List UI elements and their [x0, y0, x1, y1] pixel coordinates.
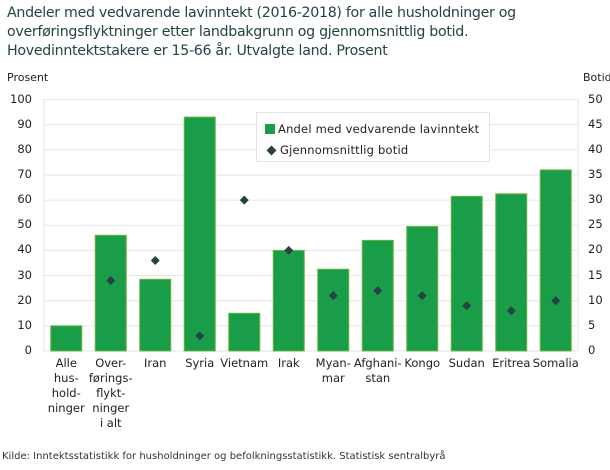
right-tick-label: 5: [588, 317, 596, 332]
bar-swatch-icon: [265, 124, 275, 134]
left-tick-label: 70: [17, 166, 32, 181]
x-tick-label: Irak: [277, 356, 300, 370]
bar: [495, 193, 528, 352]
diamond-marker: [195, 331, 205, 341]
left-tick-label: 10: [17, 317, 32, 332]
diamond-marker: [284, 245, 294, 255]
left-tick-label: 30: [17, 267, 32, 282]
diamond-marker-icon: [266, 145, 277, 155]
left-axis-title: Prosent: [7, 71, 49, 84]
diamond-marker: [417, 291, 427, 301]
left-tick-label: 0: [24, 343, 32, 357]
x-tick-label: Afghani- stan: [353, 356, 402, 385]
x-tick-label: Sudan: [448, 356, 485, 370]
diamond-marker: [551, 296, 561, 306]
x-tick-label: Kongo: [404, 356, 441, 370]
left-tick-label: 60: [17, 192, 32, 207]
x-tick-label: Syria: [185, 356, 215, 370]
bar: [406, 226, 439, 352]
left-tick-label: 90: [17, 116, 32, 131]
right-tick-label: 35: [588, 166, 603, 181]
x-tick-label: Eritrea: [492, 356, 531, 370]
x-tick-label: Somalia: [532, 356, 579, 370]
bar: [183, 116, 216, 352]
right-tick-label: 40: [588, 141, 603, 156]
legend-item-bar[interactable]: Andel med vedvarende lavinntekt: [265, 122, 479, 136]
right-axis-title: Botid: [583, 71, 610, 84]
legend-item-marker[interactable]: Gjennomsnittlig botid: [265, 143, 408, 157]
bar: [139, 278, 172, 352]
x-tick-label: Iran: [144, 356, 167, 370]
left-tick-label: 100: [10, 91, 32, 106]
legend-marker-label: Gjennomsnittlig botid: [280, 143, 409, 157]
diamond-marker: [150, 255, 160, 265]
bar: [317, 268, 350, 352]
right-tick-label: 15: [588, 267, 603, 282]
right-tick-label: 45: [588, 116, 603, 131]
chart-title: Andeler med vedvarende lavinntekt (2016-…: [7, 5, 516, 59]
x-tick-label: Myan- mar: [315, 356, 351, 385]
right-tick-label: 50: [588, 91, 603, 106]
diamond-marker: [239, 195, 249, 205]
diamond-marker: [373, 286, 383, 296]
right-tick-label: 20: [588, 242, 603, 257]
bar: [228, 312, 261, 352]
right-tick-label: 25: [588, 217, 603, 232]
left-tick-label: 40: [17, 242, 32, 257]
bar: [539, 169, 572, 352]
diamond-marker: [506, 306, 516, 316]
left-tick-label: 50: [17, 217, 32, 232]
right-tick-label: 10: [588, 292, 603, 307]
x-tick-label: Vietnam: [220, 356, 269, 370]
source-note: Kilde: Inntektsstatistikk for husholdnin…: [2, 451, 446, 462]
bar: [272, 249, 305, 352]
x-tick-label: Over- førings- flykt- ninger i alt: [88, 356, 133, 430]
diamond-marker: [462, 301, 472, 311]
bar: [50, 325, 83, 352]
bar: [450, 195, 483, 352]
bar: [361, 239, 394, 352]
diamond-marker: [106, 276, 116, 286]
right-tick-label: 0: [588, 343, 596, 357]
legend-bar-label: Andel med vedvarende lavinntekt: [278, 122, 480, 136]
left-tick-label: 80: [17, 141, 32, 156]
x-tick-label: Alle hus- hold- ninger: [47, 356, 85, 415]
bar: [94, 234, 127, 352]
right-tick-label: 30: [588, 192, 603, 207]
diamond-marker: [328, 291, 338, 301]
left-tick-label: 20: [17, 292, 32, 307]
legend: Andel med vedvarende lavinntekt Gjennoms…: [256, 112, 490, 162]
